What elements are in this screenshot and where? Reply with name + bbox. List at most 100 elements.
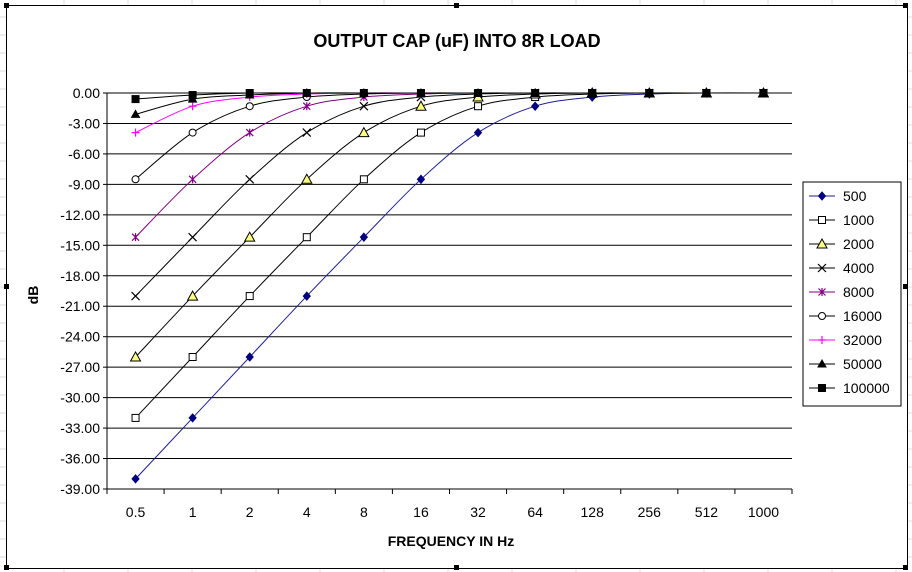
data-point-4000 xyxy=(131,291,140,301)
data-point-16000 xyxy=(131,175,140,184)
data-point-1000 xyxy=(245,292,254,301)
chart-svg: OUTPUT CAP (uF) INTO 8R LOAD FREQUENCY I… xyxy=(25,31,902,549)
y-tick-label: -18.00 xyxy=(60,268,100,284)
legend-item-32000[interactable]: 32000 xyxy=(809,332,882,348)
legend-label: 4000 xyxy=(843,260,874,276)
legend-label: 2000 xyxy=(843,236,874,252)
data-point-2000 xyxy=(415,100,427,111)
series-line-1000 xyxy=(135,92,764,419)
legend-marker xyxy=(817,191,827,201)
y-tick-label: -39.00 xyxy=(60,481,100,497)
data-point-100000 xyxy=(645,89,654,97)
resize-handle-bottom-center[interactable] xyxy=(454,565,459,570)
data-point-500 xyxy=(359,232,369,242)
x-tick-label: 0.5 xyxy=(126,504,146,520)
series-16000 xyxy=(131,89,768,184)
resize-handle-middle-right[interactable] xyxy=(903,284,908,289)
data-point-100000 xyxy=(759,89,768,97)
x-tick-label: 64 xyxy=(527,504,543,520)
data-point-8000 xyxy=(131,233,140,242)
y-tick-label: -30.00 xyxy=(60,390,100,406)
data-point-500 xyxy=(131,474,140,484)
data-point-16000 xyxy=(245,102,254,111)
legend-marker xyxy=(818,288,826,296)
data-point-2000 xyxy=(186,290,199,301)
y-tick-label: -9.00 xyxy=(68,176,100,192)
legend-item-2000[interactable]: 2000 xyxy=(809,236,874,252)
legend-label: 500 xyxy=(843,188,867,204)
resize-handle-top-left[interactable] xyxy=(4,3,9,8)
legend-item-1000[interactable]: 1000 xyxy=(809,212,874,228)
x-tick-label: 512 xyxy=(695,504,719,520)
legend-marker xyxy=(818,312,826,320)
data-point-2000 xyxy=(358,126,370,138)
data-point-8000 xyxy=(188,175,197,184)
data-point-50000 xyxy=(130,109,141,118)
series-line-500 xyxy=(135,92,764,480)
x-tick-label: 4 xyxy=(303,504,311,520)
legend-item-16000[interactable]: 16000 xyxy=(809,308,882,324)
legend[interactable]: 500 1000 2000 4000 8000 16000 32000 50000 100000 xyxy=(802,181,902,407)
x-tick-label: 2 xyxy=(246,504,254,520)
data-point-100000 xyxy=(131,95,140,104)
y-tick-label: -36.00 xyxy=(60,451,100,467)
data-point-500 xyxy=(245,352,254,362)
y-tick-label: -21.00 xyxy=(60,298,100,314)
plot-area: 0.00 -3.00 -6.00 -9.00 -12.00 -15.00 -18.00 -21… xyxy=(60,85,793,520)
data-point-4000 xyxy=(188,232,198,242)
x-tick-label: 8 xyxy=(360,504,368,520)
legend-item-50000[interactable]: 50000 xyxy=(809,356,882,372)
resize-handle-bottom-right[interactable] xyxy=(903,565,908,570)
resize-handle-top-right[interactable] xyxy=(903,3,908,8)
data-point-2000 xyxy=(243,231,256,242)
legend-label: 16000 xyxy=(843,308,882,324)
data-point-2000 xyxy=(300,173,313,184)
data-point-4000 xyxy=(302,128,312,138)
legend-label: 100000 xyxy=(843,380,890,396)
legend-item-100000[interactable]: 100000 xyxy=(809,380,890,396)
x-tick-label: 1000 xyxy=(748,504,779,520)
resize-handle-middle-left[interactable] xyxy=(4,284,9,289)
data-point-100000 xyxy=(474,89,483,97)
y-tick-label: -24.00 xyxy=(60,329,100,345)
y-tick-label: -27.00 xyxy=(60,359,100,375)
chart-title: OUTPUT CAP (uF) INTO 8R LOAD xyxy=(313,31,600,51)
data-point-100000 xyxy=(245,89,254,97)
resize-handle-top-center[interactable] xyxy=(454,3,459,8)
legend-marker xyxy=(818,336,826,344)
data-point-100000 xyxy=(302,89,311,97)
y-tick-label: -6.00 xyxy=(68,146,100,162)
data-point-500 xyxy=(473,127,483,138)
data-point-32000 xyxy=(131,128,140,137)
data-point-100000 xyxy=(359,89,368,97)
data-point-2000 xyxy=(129,350,142,362)
resize-handle-bottom-left[interactable] xyxy=(4,565,9,570)
y-tick-label: -12.00 xyxy=(60,207,100,223)
legend-item-8000[interactable]: 8000 xyxy=(809,284,874,300)
legend-label: 8000 xyxy=(843,284,874,300)
data-point-8000 xyxy=(302,102,311,111)
data-point-500 xyxy=(188,413,197,423)
series-500 xyxy=(131,88,768,484)
y-tick-label: -15.00 xyxy=(60,237,100,253)
legend-marker xyxy=(817,263,827,273)
x-tick-label: 1 xyxy=(189,504,197,520)
series-100000 xyxy=(131,89,768,104)
legend-marker xyxy=(817,358,827,368)
chart-area[interactable]: OUTPUT CAP (uF) INTO 8R LOAD FREQUENCY I… xyxy=(6,5,908,569)
legend-marker xyxy=(818,216,826,224)
series-line-100000 xyxy=(135,92,764,100)
series-line-50000 xyxy=(135,92,764,115)
y-tick-label: -3.00 xyxy=(68,115,100,131)
data-point-32000 xyxy=(188,102,197,111)
data-point-100000 xyxy=(531,89,540,97)
series-line-16000 xyxy=(135,92,764,180)
series-1000 xyxy=(131,89,768,422)
data-point-1000 xyxy=(302,233,311,242)
y-tick-label: 0.00 xyxy=(73,85,100,101)
legend-item-4000[interactable]: 4000 xyxy=(809,260,874,276)
legend-label: 1000 xyxy=(843,212,874,228)
data-point-4000 xyxy=(359,101,369,111)
legend-item-500[interactable]: 500 xyxy=(809,188,867,204)
y-axis-title: dB xyxy=(25,286,41,305)
